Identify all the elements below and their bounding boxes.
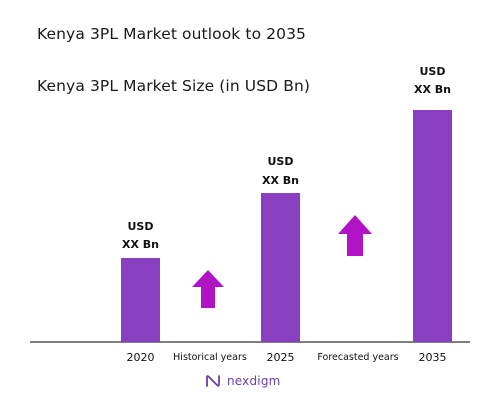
brand-name: nexdigm [227, 374, 281, 388]
annotation-historical-years: Historical years [173, 352, 247, 363]
up-arrow-icon [338, 215, 372, 256]
value-label-2025-line2: XX Bn [262, 174, 299, 187]
up-arrow-icon [192, 270, 224, 308]
bar-2035 [413, 110, 452, 342]
value-label-2020-line1: USD [128, 220, 154, 233]
nexdigm-logo-icon [206, 375, 220, 387]
chart-subtitle: Kenya 3PL Market Size (in USD Bn) [37, 77, 311, 95]
x-tick-label-2020: 2020 [127, 351, 155, 364]
x-tick-label-2025: 2025 [267, 351, 295, 364]
value-label-2025-line1: USD [268, 155, 294, 168]
annotation-forecasted-years: Forecasted years [317, 352, 398, 363]
x-tick-label-2035: 2035 [419, 351, 447, 364]
brand-logo: nexdigm [205, 374, 281, 388]
chart-title: Kenya 3PL Market outlook to 2035 [37, 25, 307, 43]
value-label-2020-line2: XX Bn [122, 238, 159, 251]
bar-2025 [261, 193, 300, 342]
bar-2020 [121, 258, 160, 342]
value-label-2035-line1: USD [420, 65, 446, 78]
value-label-2035-line2: XX Bn [414, 83, 451, 96]
